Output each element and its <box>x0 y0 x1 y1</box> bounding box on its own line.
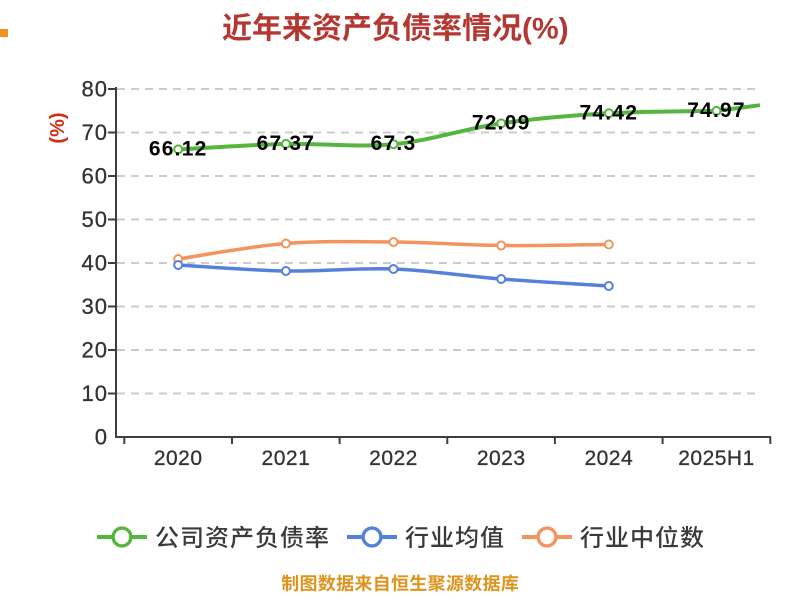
svg-text:2021: 2021 <box>262 447 311 470</box>
svg-text:2025H1: 2025H1 <box>678 447 755 470</box>
svg-text:20: 20 <box>82 338 108 363</box>
svg-text:0: 0 <box>95 425 108 450</box>
svg-text:67.3: 67.3 <box>371 132 417 155</box>
svg-text:(%): (%) <box>522 12 569 45</box>
svg-text:70: 70 <box>82 120 108 145</box>
svg-text:2023: 2023 <box>477 447 526 470</box>
svg-text:10: 10 <box>82 381 108 406</box>
svg-text:67.37: 67.37 <box>257 132 316 155</box>
svg-text:2020: 2020 <box>154 447 203 470</box>
svg-text:2024: 2024 <box>584 447 633 470</box>
svg-text:72.09: 72.09 <box>472 111 531 134</box>
svg-text:50: 50 <box>82 207 108 232</box>
svg-text:30: 30 <box>82 294 108 319</box>
svg-text:40: 40 <box>82 251 108 276</box>
svg-text:66.12: 66.12 <box>149 137 208 160</box>
svg-text:2022: 2022 <box>369 447 418 470</box>
svg-text:60: 60 <box>82 164 108 189</box>
svg-text:80: 80 <box>82 77 108 102</box>
svg-text:(%): (%) <box>47 112 69 143</box>
svg-text:74.97: 74.97 <box>687 99 746 122</box>
svg-text:74.42: 74.42 <box>580 101 639 124</box>
